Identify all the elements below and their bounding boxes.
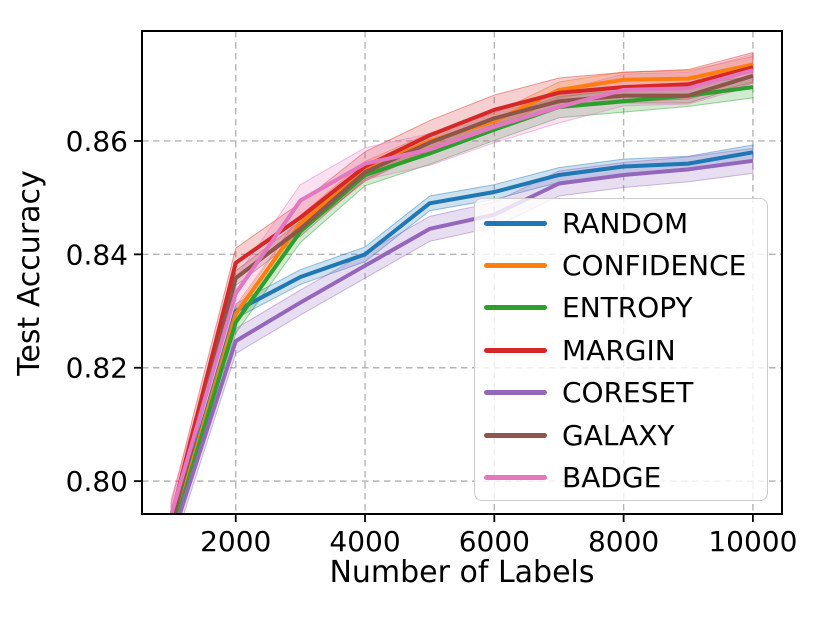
legend-label-random: RANDOM [562,206,689,240]
series-line-random [174,150,754,514]
legend-swatch-galaxy [484,432,547,438]
series-line-galaxy [172,73,754,514]
legend-swatch-coreset [484,390,547,396]
tick-marks [134,140,754,522]
legend-swatch-random [484,220,547,226]
series-plot-area [169,51,754,514]
legend-label-margin: MARGIN [562,333,676,367]
series-line-coreset [177,158,754,514]
legend: RANDOM CONFIDENCE ENTROPY MARGIN CORESET GALA… [474,198,768,501]
x-tick-label-2000: 2000 [200,525,271,558]
x-tick-label-4000: 4000 [329,525,400,558]
legend-label-coreset: CORESET [562,376,694,410]
x-tick-label-8000: 8000 [588,525,659,558]
y-tick-label-0.8: 0.80 [66,465,128,498]
series-line-badge [169,68,754,514]
legend-swatch-margin [484,347,547,353]
legend-item-entropy: ENTROPY [484,287,767,329]
legend-label-entropy: ENTROPY [562,291,693,325]
series-band-random [173,144,754,514]
x-tick-label-10000: 10000 [708,525,797,558]
x-tick-label-6000: 6000 [459,525,530,558]
legend-item-coreset: CORESET [484,372,767,414]
legend-item-galaxy: GALAXY [484,414,767,456]
series-line-entropy [176,85,754,514]
legend-label-confidence: CONFIDENCE [562,249,747,283]
legend-label-badge: BADGE [562,461,662,495]
legend-swatch-confidence [484,263,547,269]
legend-swatch-badge [484,475,547,481]
tick-labels: 2000 4000 6000 8000 10000 0.80 0.82 0.84 0.86 [66,125,798,558]
legend-item-confidence: CONFIDENCE [484,244,767,286]
x-axis-label: Number of Labels [329,555,595,590]
plot-spines [141,30,783,515]
legend-item-badge: BADGE [484,456,767,498]
legend-swatch-entropy [484,305,547,311]
legend-item-random: RANDOM [484,202,767,244]
legend-label-galaxy: GALAXY [562,418,675,452]
y-tick-label-0.82: 0.82 [66,352,128,385]
legend-item-margin: MARGIN [484,329,767,371]
y-tick-label-0.84: 0.84 [66,238,128,271]
y-axis-label: Test Accuracy [12,170,47,376]
series-line-margin [170,65,754,514]
y-tick-label-0.86: 0.86 [66,125,128,158]
